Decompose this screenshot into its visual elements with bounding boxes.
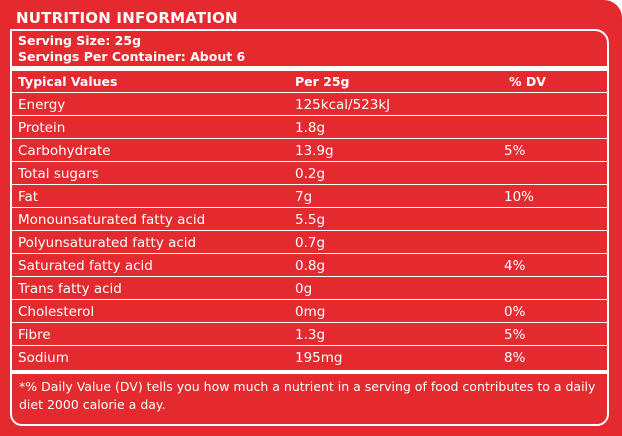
per-serving-value: 7g <box>295 189 313 205</box>
per-serving-value: 5.5g <box>295 212 326 228</box>
daily-value: 8% <box>504 350 526 366</box>
per-serving-value: 0.8g <box>295 258 326 274</box>
nutrient-name: Fibre <box>18 327 51 343</box>
per-serving-value: 195mg <box>295 350 343 366</box>
column-header-dv: % DV <box>509 74 546 89</box>
servings-per-container: Servings Per Container: About 6 <box>18 49 246 64</box>
divider-thick <box>12 370 607 374</box>
per-serving-value: 1.8g <box>295 120 326 136</box>
table-row: Total sugars 0.2g <box>12 163 607 185</box>
daily-value: 4% <box>504 258 526 274</box>
table-row: Sodium 195mg 8% <box>12 347 607 369</box>
table-row: Polyunsaturated fatty acid 0.7g <box>12 232 607 254</box>
divider-thick <box>12 66 607 71</box>
per-serving-value: 0mg <box>295 304 326 320</box>
table-row: Fat 7g 10% <box>12 186 607 208</box>
nutrient-name: Total sugars <box>18 166 99 182</box>
column-header-per-serving: Per 25g <box>295 74 350 89</box>
divider <box>12 207 607 208</box>
per-serving-value: 1.3g <box>295 327 326 343</box>
per-serving-value: 0.7g <box>295 235 326 251</box>
table-row: Monounsaturated fatty acid 5.5g <box>12 209 607 231</box>
nutrient-name: Fat <box>18 189 39 205</box>
divider <box>12 138 607 139</box>
title-tab <box>0 0 243 33</box>
divider <box>12 276 607 277</box>
column-header-typical-values: Typical Values <box>18 74 118 89</box>
divider <box>12 230 607 231</box>
table-frame <box>10 29 609 426</box>
table-row: Carbohydrate 13.9g 5% <box>12 140 607 162</box>
footnote: *% Daily Value (DV) tells you how much a… <box>19 379 596 412</box>
divider <box>12 345 607 346</box>
table-row: Trans fatty acid 0g <box>12 278 607 300</box>
nutrient-name: Sodium <box>18 350 69 366</box>
per-serving-value: 0.2g <box>295 166 326 182</box>
serving-size: Serving Size: 25g <box>18 33 142 48</box>
nutrient-name: Saturated fatty acid <box>18 258 153 274</box>
table-row: Energy 125kcal/523kJ <box>12 94 607 116</box>
per-serving-value: 125kcal/523kJ <box>295 97 391 113</box>
divider <box>12 322 607 323</box>
nutrient-name: Protein <box>18 120 66 136</box>
nutrient-name: Cholesterol <box>18 304 95 320</box>
divider <box>12 299 607 300</box>
per-serving-value: 0g <box>295 281 313 297</box>
table-row: Fibre 1.3g 5% <box>12 324 607 346</box>
nutrient-name: Carbohydrate <box>18 143 111 159</box>
table-row: Protein 1.8g <box>12 117 607 139</box>
table-header: Typical Values Per 25g % DV <box>12 71 607 93</box>
divider <box>12 253 607 254</box>
daily-value: 10% <box>504 189 535 205</box>
table-row: Saturated fatty acid 0.8g 4% <box>12 255 607 277</box>
daily-value: 5% <box>504 143 526 159</box>
divider <box>12 115 607 116</box>
nutrient-name: Trans fatty acid <box>18 281 122 297</box>
table-row: Cholesterol 0mg 0% <box>12 301 607 323</box>
nutrient-name: Polyunsaturated fatty acid <box>18 235 197 251</box>
divider <box>12 161 607 162</box>
divider <box>12 184 607 185</box>
daily-value: 0% <box>504 304 526 320</box>
nutrient-name: Energy <box>18 97 66 113</box>
nutrient-name: Monounsaturated fatty acid <box>18 212 206 228</box>
page-title: NUTRITION INFORMATION <box>16 9 238 27</box>
daily-value: 5% <box>504 327 526 343</box>
per-serving-value: 13.9g <box>295 143 334 159</box>
divider <box>12 92 607 93</box>
